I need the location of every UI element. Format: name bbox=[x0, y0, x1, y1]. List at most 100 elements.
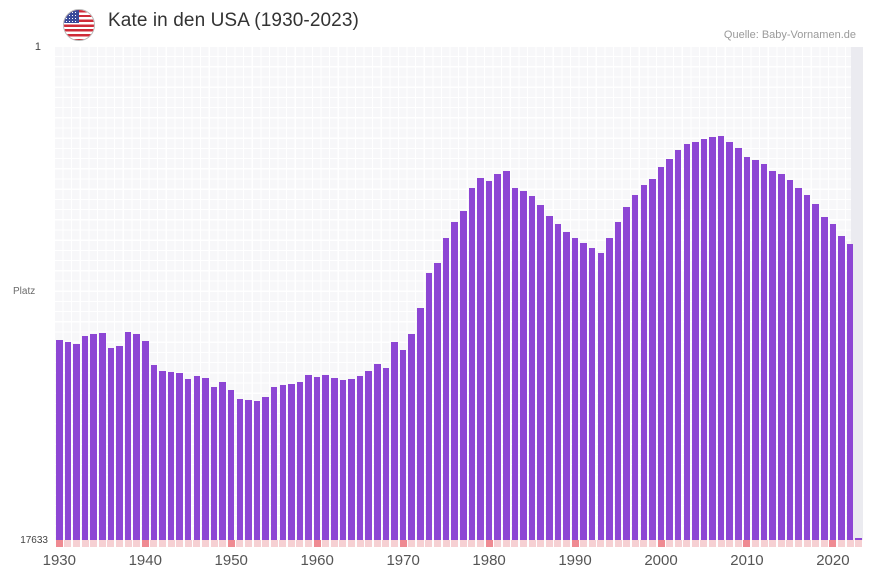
usa-flag-icon bbox=[63, 9, 95, 41]
x-tick-1967 bbox=[373, 540, 381, 547]
bar-1984 bbox=[520, 190, 527, 540]
x-tick-1975 bbox=[442, 540, 450, 547]
bar-1946 bbox=[193, 376, 201, 540]
x-tick-1999 bbox=[648, 540, 656, 547]
x-tick-1956 bbox=[279, 540, 287, 547]
bar-2019 bbox=[821, 216, 828, 540]
bar-2006 bbox=[709, 137, 716, 540]
bar-2007 bbox=[717, 135, 725, 540]
bar-2021 bbox=[838, 236, 845, 540]
x-tick-2021 bbox=[838, 540, 845, 547]
bar-1951 bbox=[236, 398, 244, 540]
x-tick-1948 bbox=[210, 540, 218, 547]
bar-1977 bbox=[460, 210, 467, 540]
bar-1972 bbox=[417, 308, 424, 540]
bar-1932 bbox=[73, 344, 80, 540]
bar-1956 bbox=[279, 385, 287, 540]
bar-2014 bbox=[778, 174, 785, 540]
x-tick-1942 bbox=[158, 540, 166, 547]
x-tick-1943 bbox=[167, 540, 175, 547]
bar-2000 bbox=[657, 167, 665, 540]
bar-1971 bbox=[408, 334, 415, 540]
bar-1986 bbox=[537, 204, 544, 540]
bar-1960 bbox=[313, 377, 321, 540]
x-tick-2018 bbox=[812, 540, 820, 547]
x-tick-1968 bbox=[382, 540, 390, 547]
bar-1981 bbox=[494, 174, 501, 540]
bar-1974 bbox=[434, 263, 441, 540]
x-tick-1980 bbox=[485, 540, 493, 547]
bar-1965 bbox=[356, 376, 364, 540]
bar-1979 bbox=[477, 178, 484, 540]
bar-1975 bbox=[442, 238, 450, 540]
bar-2018 bbox=[812, 203, 819, 540]
bar-1980 bbox=[485, 181, 493, 540]
bar-1936 bbox=[107, 347, 115, 540]
bar-1969 bbox=[391, 341, 398, 540]
bar-2011 bbox=[752, 160, 759, 540]
bar-1935 bbox=[99, 332, 106, 540]
bar-1949 bbox=[219, 382, 226, 540]
bar-1978 bbox=[468, 187, 476, 540]
page-title: Kate in den USA (1930-2023) bbox=[108, 10, 359, 31]
bar-1940 bbox=[141, 340, 149, 540]
x-tick-2001 bbox=[666, 540, 674, 547]
x-tick-1976 bbox=[451, 540, 459, 547]
x-axis-label-1980: 1980 bbox=[472, 552, 506, 569]
x-tick-1947 bbox=[201, 540, 209, 547]
bar-1990 bbox=[571, 238, 579, 540]
x-tick-1963 bbox=[339, 540, 347, 547]
x-tick-1933 bbox=[81, 540, 89, 547]
x-tick-1971 bbox=[408, 540, 416, 547]
bar-1995 bbox=[614, 222, 622, 540]
chart-plot-area bbox=[55, 47, 863, 540]
bar-1931 bbox=[64, 342, 72, 540]
x-axis: 1930 1940 1950 1960 1970 1980 1990 2000 2010 2020 bbox=[43, 540, 863, 587]
x-tick-1985 bbox=[528, 540, 536, 547]
bar-1966 bbox=[365, 371, 372, 540]
bar-1994 bbox=[606, 238, 613, 540]
bar-1954 bbox=[262, 397, 269, 540]
x-axis-label-1970: 1970 bbox=[386, 552, 420, 569]
chart-header: Kate in den USA (1930-2023) Quelle: Baby… bbox=[0, 0, 873, 46]
bar-2008 bbox=[726, 141, 734, 540]
y-axis-tick-top: 1 bbox=[34, 41, 41, 53]
x-axis-label-1940: 1940 bbox=[128, 552, 162, 569]
bar-2010 bbox=[743, 156, 751, 540]
x-tick-1930 bbox=[55, 540, 63, 547]
bar-1962 bbox=[331, 378, 338, 540]
x-axis-label-1960: 1960 bbox=[300, 552, 334, 569]
bar-2003 bbox=[683, 144, 691, 540]
x-tick-2013 bbox=[769, 540, 777, 547]
bar-2015 bbox=[786, 179, 794, 540]
x-tick-2002 bbox=[674, 540, 682, 547]
x-tick-1974 bbox=[434, 540, 441, 547]
bar-1968 bbox=[382, 367, 390, 540]
flag-canton bbox=[64, 10, 79, 23]
x-tick-1958 bbox=[296, 540, 304, 547]
x-tick-2020 bbox=[829, 540, 837, 547]
bar-1993 bbox=[597, 253, 605, 540]
x-tick-1955 bbox=[270, 540, 278, 547]
x-tick-1978 bbox=[468, 540, 476, 547]
x-tick-1992 bbox=[588, 540, 596, 547]
x-tick-1989 bbox=[562, 540, 570, 547]
x-tick-1931 bbox=[64, 540, 72, 547]
bar-1967 bbox=[374, 363, 381, 540]
bar-1999 bbox=[649, 179, 656, 540]
bar-1976 bbox=[451, 222, 458, 540]
bar-1996 bbox=[623, 206, 630, 540]
bar-1944 bbox=[176, 373, 183, 540]
bar-2001 bbox=[666, 158, 673, 540]
bar-1958 bbox=[296, 382, 304, 540]
bar-1947 bbox=[202, 377, 209, 540]
bar-1963 bbox=[339, 380, 347, 540]
bar-2002 bbox=[674, 150, 682, 540]
x-tick-2007 bbox=[717, 540, 725, 547]
x-tick-1970 bbox=[399, 540, 407, 547]
x-tick-1950 bbox=[227, 540, 235, 547]
bar-1930 bbox=[56, 339, 63, 540]
x-tick-1960 bbox=[313, 540, 321, 547]
x-tick-1990 bbox=[571, 540, 579, 547]
x-tick-1940 bbox=[141, 540, 149, 547]
